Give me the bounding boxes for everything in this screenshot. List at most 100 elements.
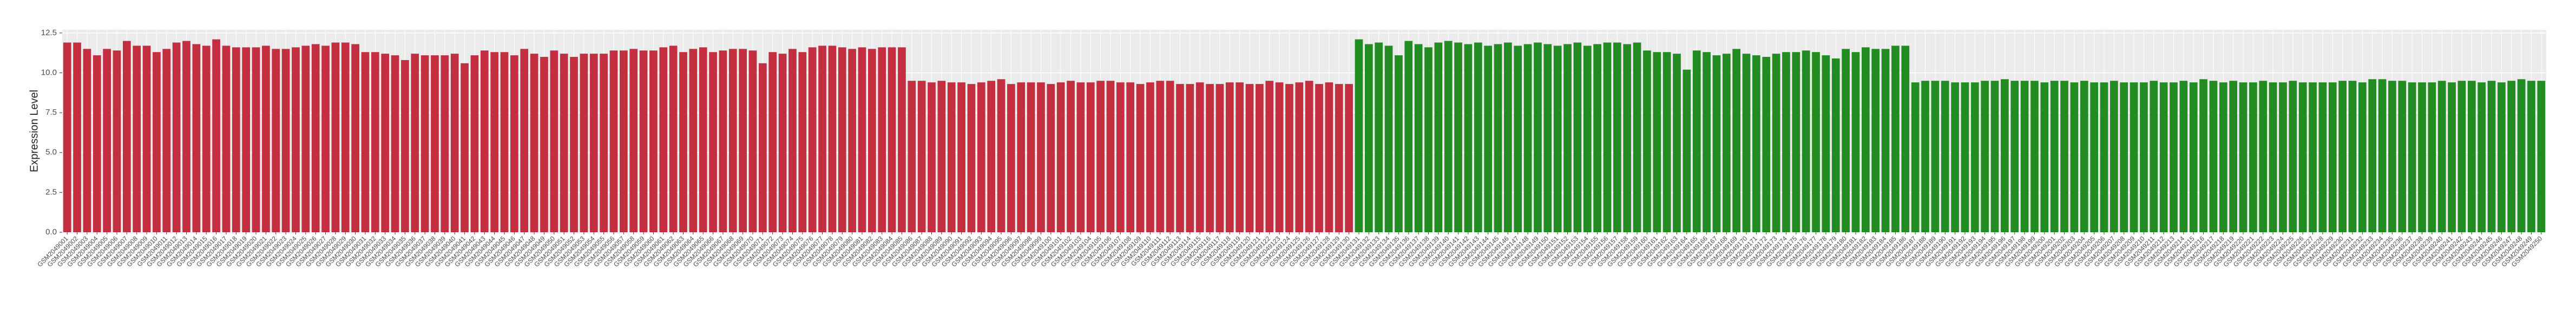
bar <box>2239 82 2248 233</box>
bar <box>1186 84 1194 233</box>
bar <box>331 42 340 232</box>
bar <box>2418 82 2426 233</box>
bar <box>83 49 91 232</box>
bar <box>2457 81 2466 233</box>
bar <box>530 54 538 233</box>
bar <box>1573 42 1582 232</box>
bar <box>292 47 300 232</box>
bar <box>858 47 866 232</box>
bar <box>1901 45 1910 232</box>
bar <box>2289 81 2297 233</box>
bar <box>1891 45 1900 232</box>
bar <box>1195 82 1204 233</box>
bar <box>1514 45 1522 232</box>
bar <box>2467 81 2476 233</box>
bar <box>1474 42 1482 232</box>
bar <box>1662 52 1671 233</box>
bar <box>361 52 370 233</box>
bar <box>2338 81 2347 233</box>
bar <box>2080 81 2088 233</box>
bar <box>719 50 727 233</box>
bar <box>1295 82 1304 233</box>
bar <box>153 52 161 233</box>
bar <box>1842 49 1850 232</box>
bar <box>977 82 985 233</box>
bar <box>1563 44 1572 232</box>
bar <box>748 50 757 233</box>
bar <box>947 82 956 233</box>
bar <box>1305 81 1313 233</box>
bar <box>1782 52 1790 233</box>
bar <box>908 81 916 233</box>
bar <box>619 50 628 233</box>
bar <box>1067 81 1075 233</box>
bar <box>1871 49 1880 232</box>
bar <box>669 45 678 232</box>
bar <box>1494 44 1502 232</box>
bar <box>1206 84 1214 233</box>
bar <box>739 49 747 232</box>
bar <box>1176 84 1184 233</box>
bar <box>103 49 111 232</box>
bar <box>441 55 449 233</box>
bar <box>1504 42 1512 232</box>
bar <box>2487 81 2496 233</box>
bar <box>2527 81 2535 233</box>
bar <box>1256 84 1264 233</box>
bar <box>2259 81 2268 233</box>
bar <box>2249 82 2257 233</box>
bar <box>928 82 936 233</box>
bar <box>709 52 717 233</box>
bar <box>2010 81 2019 233</box>
bar <box>1414 44 1423 232</box>
bar <box>401 60 409 232</box>
bar <box>689 49 698 232</box>
bar <box>2388 81 2396 233</box>
bar <box>2050 81 2059 233</box>
bar <box>232 47 240 232</box>
bar <box>699 47 707 232</box>
bar <box>1553 45 1562 232</box>
bar <box>1424 47 1432 232</box>
bar <box>2358 82 2367 233</box>
bar <box>2179 81 2188 233</box>
bar <box>1375 42 1383 232</box>
bar <box>2318 82 2327 233</box>
bar <box>580 54 588 233</box>
bar <box>1037 82 1045 233</box>
bar <box>1106 81 1115 233</box>
bar <box>1384 45 1393 232</box>
bar <box>2090 82 2098 233</box>
bar <box>868 49 876 232</box>
bar <box>2269 82 2277 233</box>
bar <box>2199 79 2207 233</box>
bar <box>1047 84 1055 233</box>
bar <box>420 55 429 233</box>
bar <box>2020 81 2029 233</box>
bar <box>461 63 469 232</box>
bar <box>540 57 548 233</box>
bar <box>1325 82 1333 233</box>
bar <box>1166 81 1174 233</box>
bar <box>1961 82 1969 233</box>
bar <box>1752 55 1760 233</box>
bar <box>1762 57 1771 233</box>
bar <box>659 47 668 232</box>
bar <box>1623 44 1632 232</box>
bar <box>1056 82 1065 233</box>
bar <box>1136 84 1145 233</box>
bar <box>1345 84 1353 233</box>
bar <box>182 41 190 233</box>
bar <box>1633 42 1641 232</box>
bar <box>1722 54 1731 233</box>
bar <box>222 45 231 232</box>
bar <box>2030 81 2039 233</box>
bar <box>957 82 965 233</box>
bar <box>2150 81 2158 233</box>
bar <box>1315 84 1323 233</box>
bar <box>1156 81 1165 233</box>
bar <box>351 44 359 232</box>
bar <box>1732 49 1741 232</box>
bar <box>589 54 598 233</box>
bar <box>520 49 529 232</box>
